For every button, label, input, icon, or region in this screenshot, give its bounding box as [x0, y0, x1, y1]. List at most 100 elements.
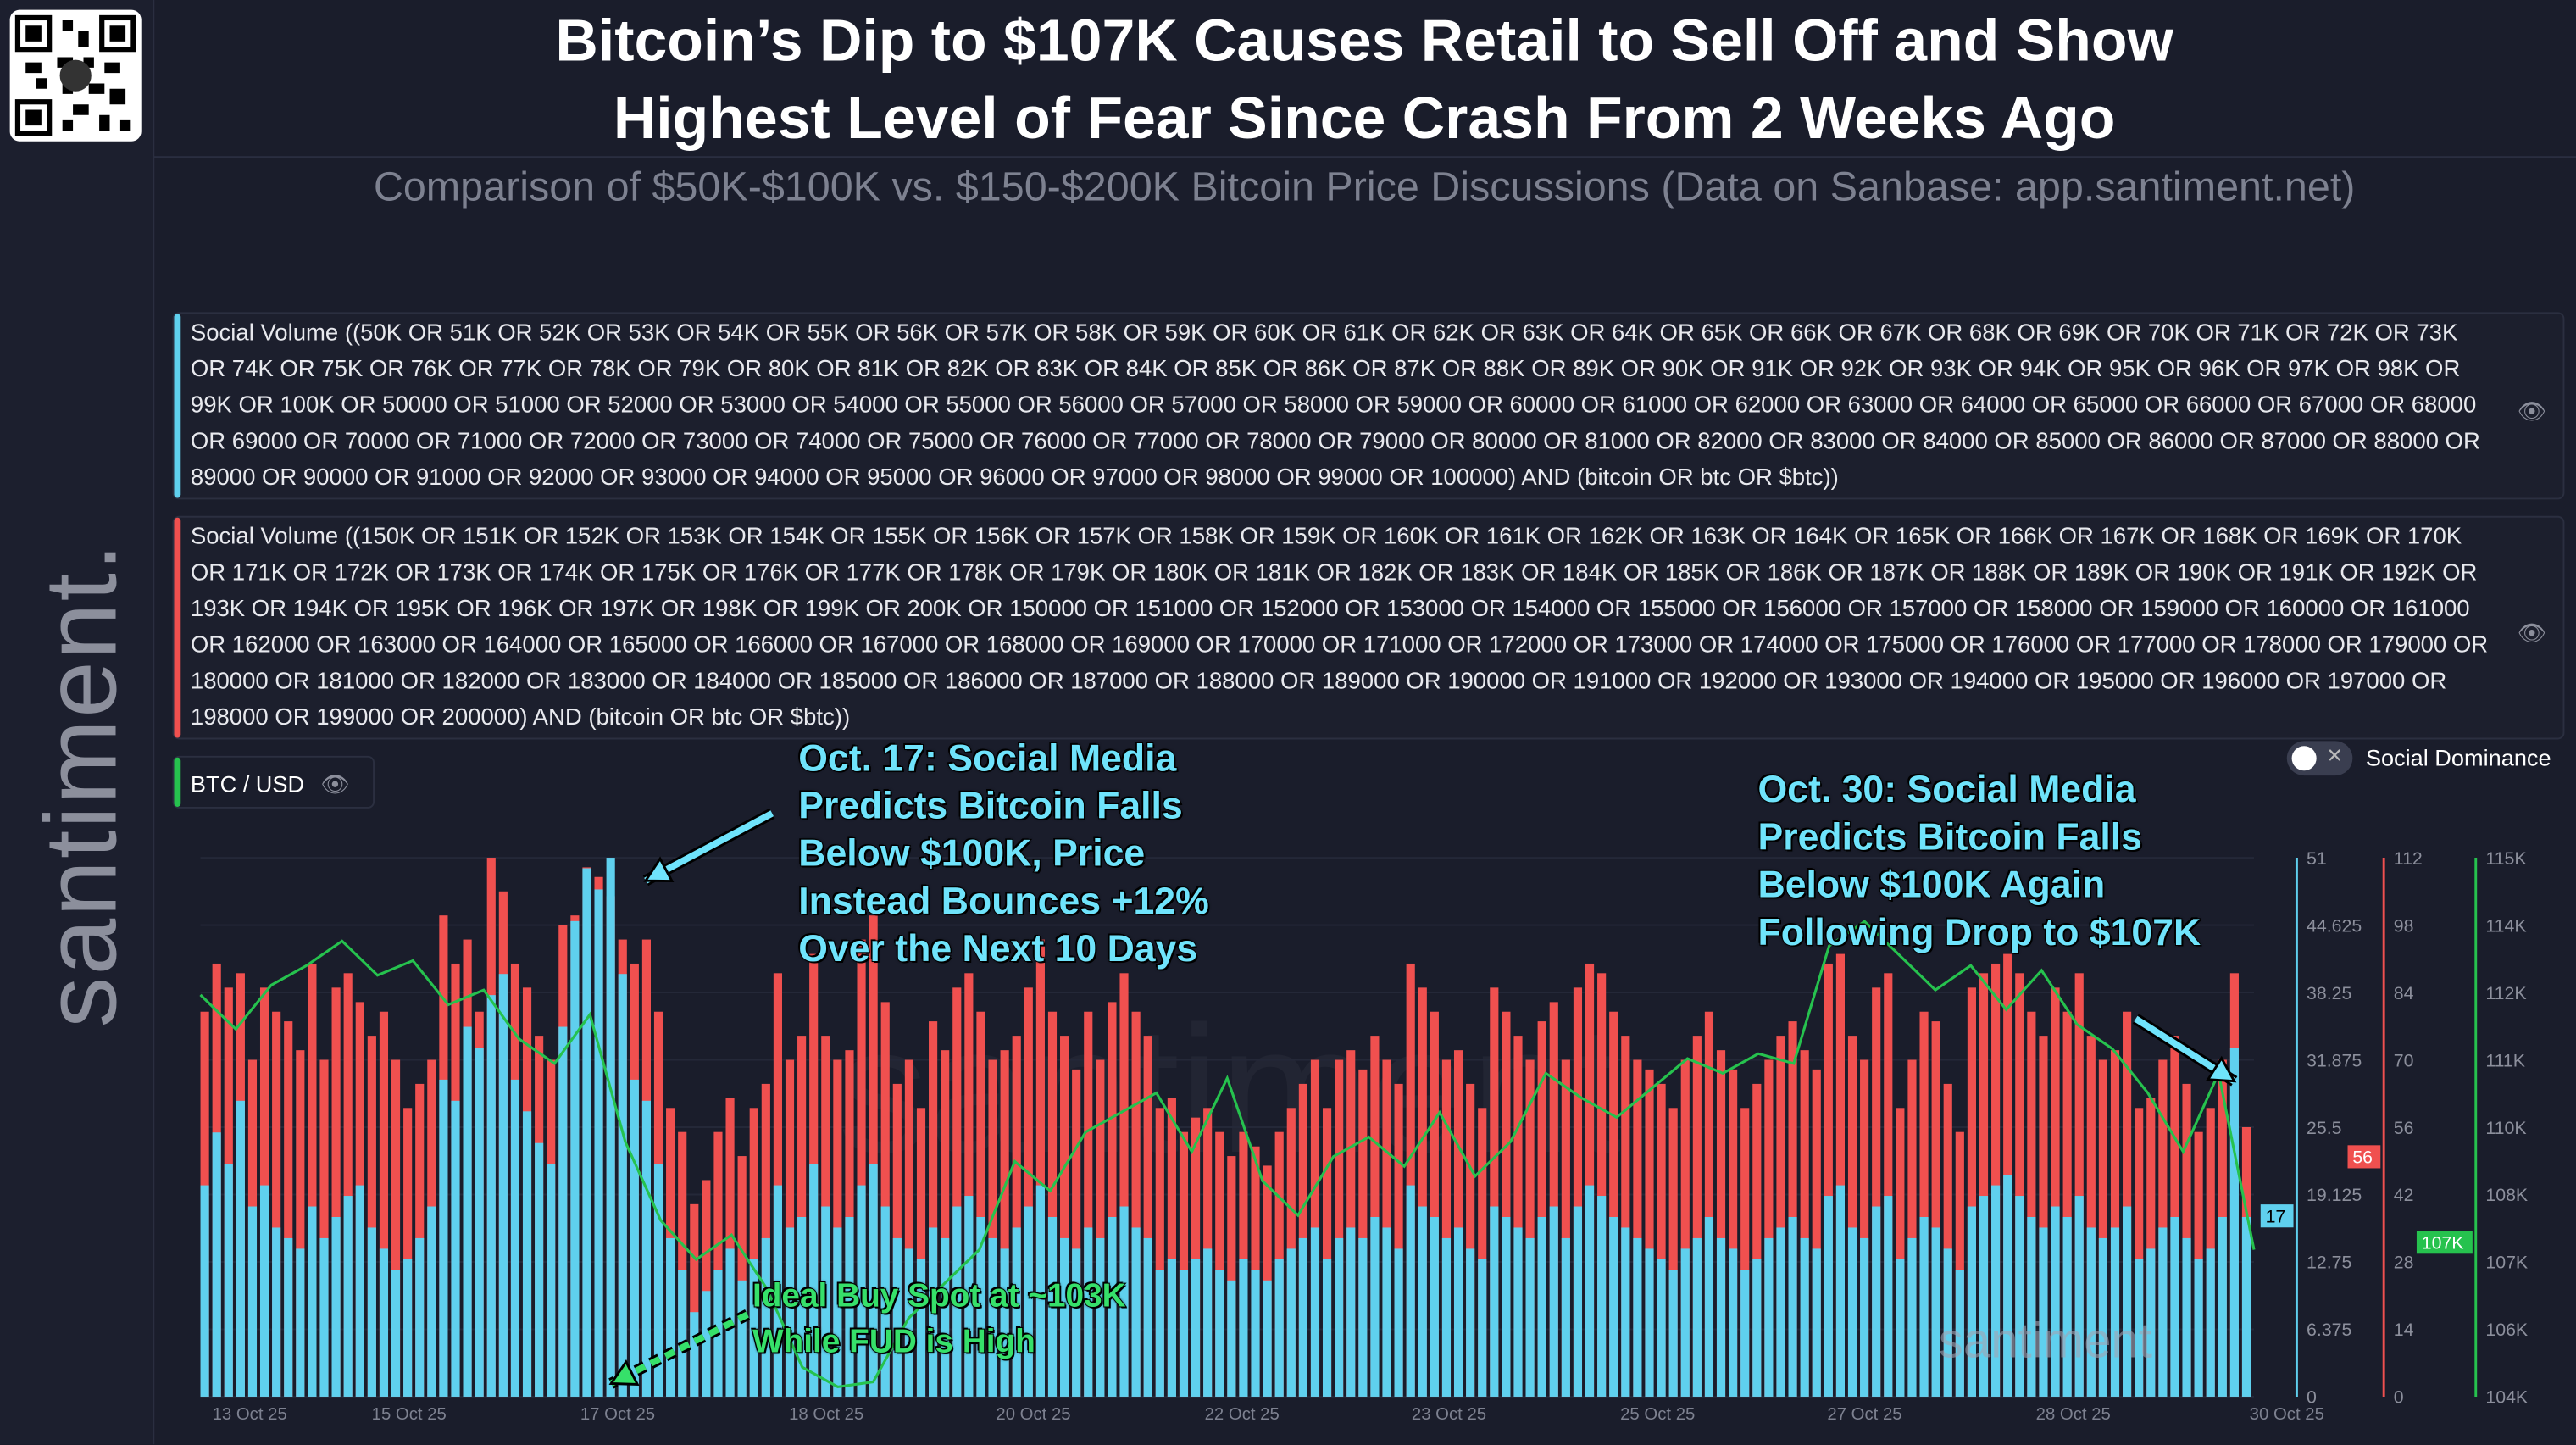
red-bar — [857, 939, 866, 1397]
red-bar — [1573, 987, 1583, 1397]
red-bar — [1490, 987, 1499, 1397]
blue-bar — [427, 1206, 436, 1397]
blue-bar — [486, 995, 496, 1397]
arrow-oct30-head — [2206, 1055, 2237, 1083]
blue-bar — [1645, 1248, 1654, 1397]
query-50k-100k[interactable]: Social Volume ((50K OR 51K OR 52K OR 53K… — [172, 312, 2565, 500]
blue-bar — [1764, 1237, 1774, 1397]
query-150k-200k[interactable]: Social Volume ((150K OR 151K OR 152K OR … — [172, 515, 2565, 740]
red-bar — [1955, 1131, 1964, 1397]
red-bar — [296, 1050, 305, 1397]
blue-bar — [1466, 1248, 1475, 1397]
blue-bar — [1024, 1206, 1033, 1397]
blue-bar — [272, 1227, 281, 1397]
red-bar — [1907, 1059, 1917, 1397]
red-bar — [1072, 1069, 1081, 1397]
blue-bar — [1668, 1270, 1678, 1397]
red-bar — [2123, 1011, 2132, 1397]
red-bar — [1800, 1050, 1809, 1397]
red-bar — [2098, 1059, 2107, 1397]
subtitle: Comparison of $50K-$100K vs. $150-$200K … — [373, 164, 2356, 211]
red-bar — [1167, 1098, 1176, 1397]
blue-bar — [1072, 1248, 1081, 1397]
red-bar — [1668, 1108, 1678, 1397]
blue-bar — [1084, 1227, 1093, 1397]
blue-bar — [1704, 1216, 1714, 1397]
red-bar — [1084, 1011, 1093, 1397]
blue-bar — [259, 1185, 269, 1397]
red-bar — [1453, 1050, 1463, 1397]
red-bar — [713, 1131, 723, 1397]
y-tick-label: 104K — [2485, 1387, 2528, 1408]
blue-bar — [690, 1312, 699, 1397]
blue-bar — [2074, 1196, 2084, 1397]
blue-bar — [1441, 1237, 1452, 1397]
x-tick-label: 18 Oct 25 — [789, 1405, 863, 1424]
blue-bar — [1729, 1248, 1738, 1397]
eye-icon[interactable]: 👁 — [320, 770, 350, 798]
red-bar — [2039, 1036, 2048, 1397]
red-bar — [1131, 1011, 1141, 1397]
santiment-watermark: santiment — [1938, 1314, 2152, 1370]
red-bar — [403, 1108, 413, 1397]
blue-bar — [1824, 1196, 1833, 1397]
close-icon: ✕ — [2326, 744, 2343, 768]
red-bar — [391, 1059, 401, 1397]
x-tick-label: 17 Oct 25 — [580, 1405, 655, 1424]
y-tick-label: 6.375 — [2307, 1320, 2351, 1340]
last-value-badge — [2416, 1231, 2473, 1254]
blue-bar — [284, 1237, 293, 1397]
blue-bar — [2051, 1206, 2060, 1397]
btc-usd-chip[interactable]: BTC / USD 👁 — [172, 755, 375, 809]
arrow-buy-spot-head — [608, 1359, 640, 1386]
red-bar — [1931, 1021, 1940, 1397]
blue-bar — [761, 1237, 770, 1397]
blue-bar — [236, 1100, 245, 1397]
blue-bar — [379, 1248, 389, 1397]
red-bar — [1335, 1059, 1344, 1397]
blue-bar — [535, 1142, 544, 1397]
y-tick-label: 38.25 — [2307, 983, 2351, 1003]
red-bar — [1752, 1083, 1762, 1397]
blue-bar — [773, 1185, 782, 1397]
red-bar — [1967, 987, 1976, 1397]
blue-bar — [212, 1132, 221, 1397]
blue-bar — [833, 1227, 842, 1397]
blue-bar — [1943, 1248, 1952, 1397]
y-tick-label: 25.5 — [2307, 1118, 2341, 1138]
blue-bar — [1335, 1237, 1344, 1397]
eye-icon[interactable]: 👁 — [2517, 619, 2547, 646]
blue-bar — [1502, 1216, 1511, 1397]
red-bar — [773, 973, 782, 1397]
blue-bar — [510, 1079, 520, 1397]
red-bar — [1537, 1021, 1546, 1397]
eye-icon[interactable]: 👁 — [2517, 397, 2547, 425]
blue-bar — [916, 1259, 926, 1397]
red-bar — [1776, 1036, 1785, 1397]
y-tick-label: 14 — [2394, 1320, 2414, 1340]
blue-bar — [1000, 1248, 1009, 1397]
red-bar — [2051, 987, 2060, 1397]
blue-bar — [1896, 1259, 1905, 1397]
query-text: Social Volume ((50K OR 51K OR 52K OR 53K… — [190, 320, 2480, 492]
red-bar — [1215, 1131, 1224, 1397]
blue-bar — [1525, 1237, 1535, 1397]
blue-bar — [1872, 1206, 1881, 1397]
red-bar — [367, 1036, 376, 1397]
blue-bar — [737, 1280, 747, 1397]
blue-bar — [247, 1206, 258, 1397]
blue-bar — [2146, 1248, 2156, 1397]
red-bar — [1478, 1108, 1487, 1397]
blue-bar — [1776, 1227, 1785, 1397]
blue-bar — [2062, 1216, 2072, 1397]
blue-bar — [1394, 1248, 1403, 1397]
blue-bar — [1131, 1227, 1141, 1397]
social-dominance-toggle[interactable]: ✕ — [2286, 741, 2353, 776]
blue-bar — [463, 1026, 472, 1397]
red-bar — [1502, 1011, 1511, 1397]
blue-bar — [1012, 1227, 1021, 1397]
blue-bar — [1418, 1206, 1427, 1397]
blue-bar — [1430, 1216, 1439, 1397]
red-bar — [1860, 1059, 1869, 1397]
blue-bar — [1406, 1185, 1415, 1397]
